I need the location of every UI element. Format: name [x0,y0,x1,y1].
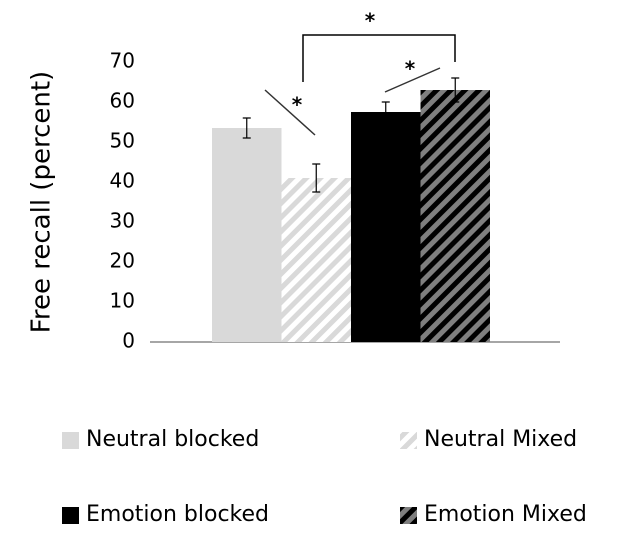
y-tick-label: 0 [122,329,135,353]
error-bar [451,77,460,103]
y-tick-label: 60 [110,89,135,113]
annotation: * [365,9,376,33]
legend-label: Emotion blocked [86,502,269,527]
y-tick-label: 70 [110,49,135,73]
legend-label: Neutral Mixed [424,427,577,452]
annotation: * [292,93,303,117]
error-bar [312,163,321,193]
significance-line [264,89,316,136]
legend-swatch [400,507,417,524]
y-axis-label: Free recall (percent) [27,71,57,333]
y-tick-label: 40 [110,169,135,193]
annotation: * [405,57,416,81]
legend-label: Neutral blocked [86,427,259,452]
bar [420,90,490,342]
y-tick-label: 30 [110,209,135,233]
bar [281,178,351,342]
legend-swatch [62,507,79,524]
legend-swatch [62,432,79,449]
bar [351,112,421,342]
significance-line [384,67,441,93]
y-tick-label: 10 [110,289,135,313]
error-bar [242,117,251,139]
legend-label: Emotion Mixed [424,502,587,527]
y-tick-label: 20 [110,249,135,273]
bar [212,128,282,342]
significance-bracket [302,34,456,82]
legend-swatch [400,432,417,449]
y-tick-label: 50 [110,129,135,153]
error-bar [381,101,390,123]
